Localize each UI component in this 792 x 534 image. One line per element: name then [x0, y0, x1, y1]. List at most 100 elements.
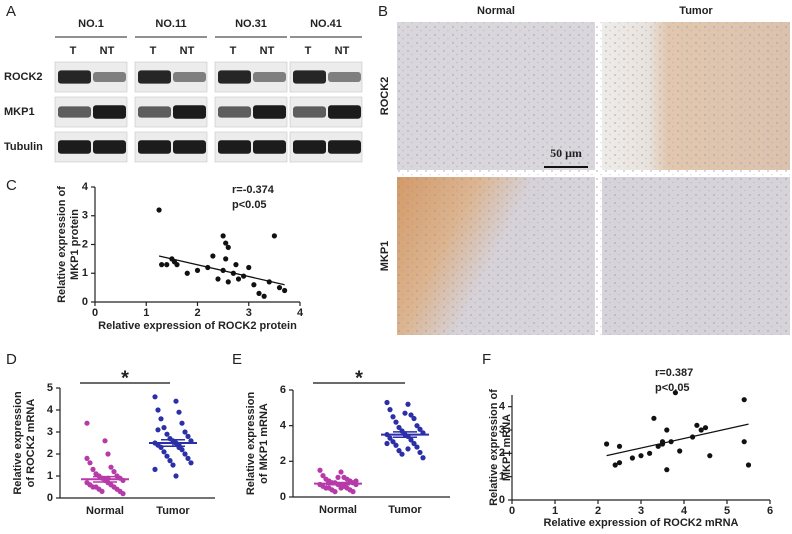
point: [282, 287, 288, 294]
column-label: Tumor: [679, 5, 713, 17]
y-tick-label: 5: [47, 382, 53, 394]
row-label: Tubulin: [4, 141, 43, 153]
point: [384, 399, 390, 406]
scale-bar-label: 50 μm: [550, 146, 582, 160]
y-tick-label: 4: [499, 401, 506, 413]
sample-label: NO.1: [78, 18, 104, 30]
point: [320, 473, 326, 479]
point: [604, 441, 610, 447]
x-tick-label: 4: [681, 505, 688, 517]
column-label: Normal: [477, 5, 515, 17]
blot-band: [173, 72, 206, 82]
blot-band: [138, 70, 171, 84]
y-tick-label: 2: [82, 238, 88, 250]
point: [155, 407, 161, 413]
point: [651, 415, 657, 421]
point: [185, 455, 191, 461]
blot-band: [218, 106, 251, 118]
point: [152, 394, 158, 400]
blot-band: [93, 140, 126, 154]
lane-label: T: [70, 45, 77, 57]
y-axis-label: of MKP1 mRNA: [258, 403, 270, 484]
point: [87, 482, 93, 488]
point: [408, 412, 414, 418]
point: [353, 478, 359, 484]
point: [390, 414, 396, 420]
panel-letter: C: [6, 177, 17, 194]
y-axis-label: Relative expression: [245, 392, 257, 496]
point: [393, 419, 399, 425]
point: [405, 401, 411, 407]
blot-band: [173, 140, 206, 154]
blot-band: [293, 106, 326, 118]
x-tick-label: Tumor: [156, 505, 190, 517]
point: [120, 491, 126, 497]
point: [159, 262, 165, 268]
y-axis-label: of ROCK2 mRNA: [25, 399, 37, 488]
lane-label: T: [305, 45, 312, 57]
x-tick-label: 6: [767, 505, 773, 517]
point: [173, 398, 179, 404]
point: [411, 440, 417, 447]
point: [414, 423, 420, 429]
point: [161, 425, 167, 431]
point: [417, 426, 423, 432]
point: [176, 409, 182, 415]
point: [155, 427, 161, 433]
blot-band: [138, 106, 171, 118]
point: [420, 455, 426, 461]
point: [164, 431, 170, 437]
blot-band: [328, 105, 361, 119]
point: [223, 256, 229, 262]
row-label: ROCK2: [379, 77, 391, 116]
point: [111, 469, 117, 475]
point: [317, 467, 323, 473]
point: [235, 276, 242, 282]
point: [84, 420, 90, 426]
point: [256, 290, 262, 296]
y-tick-label: 1: [499, 471, 505, 483]
point: [664, 427, 670, 433]
lane-label: T: [230, 45, 237, 57]
point: [698, 427, 704, 433]
point: [173, 473, 179, 479]
x-tick-label: 0: [92, 307, 98, 319]
x-tick-label: 1: [552, 505, 558, 517]
y-tick-label: 2: [47, 448, 53, 460]
point: [261, 293, 267, 299]
x-tick-label: 2: [595, 505, 601, 517]
point: [167, 458, 173, 464]
point: [694, 422, 700, 428]
x-tick-label: 3: [638, 505, 644, 517]
panel-letter: D: [6, 351, 17, 368]
point: [405, 446, 411, 452]
point: [210, 253, 216, 259]
point: [629, 455, 636, 461]
blot-band: [293, 140, 326, 154]
blot-band: [58, 70, 91, 84]
point: [182, 451, 188, 457]
significance: *: [355, 367, 363, 389]
y-tick-label: 4: [82, 181, 89, 193]
fit-line: [606, 423, 749, 457]
point: [408, 437, 414, 443]
y-axis-label: MKP1 protein: [69, 209, 81, 280]
sample-label: NO.41: [310, 18, 342, 30]
point: [387, 435, 393, 441]
point: [387, 407, 393, 413]
x-tick-label: Normal: [86, 505, 124, 517]
y-tick-label: 0: [499, 494, 505, 506]
lane-label: T: [150, 45, 157, 57]
point: [672, 390, 679, 396]
annotation: p<0.05: [232, 199, 267, 211]
y-tick-label: 0: [47, 492, 53, 504]
point: [396, 424, 402, 431]
point: [335, 474, 341, 480]
blot-band: [93, 105, 126, 119]
significance: *: [121, 367, 129, 389]
histology: 50 μm Normal Tumor ROCK2 MKP1: [379, 5, 790, 335]
row-label: MKP1: [379, 241, 391, 272]
point: [332, 489, 338, 495]
y-tick-label: 2: [499, 447, 505, 459]
